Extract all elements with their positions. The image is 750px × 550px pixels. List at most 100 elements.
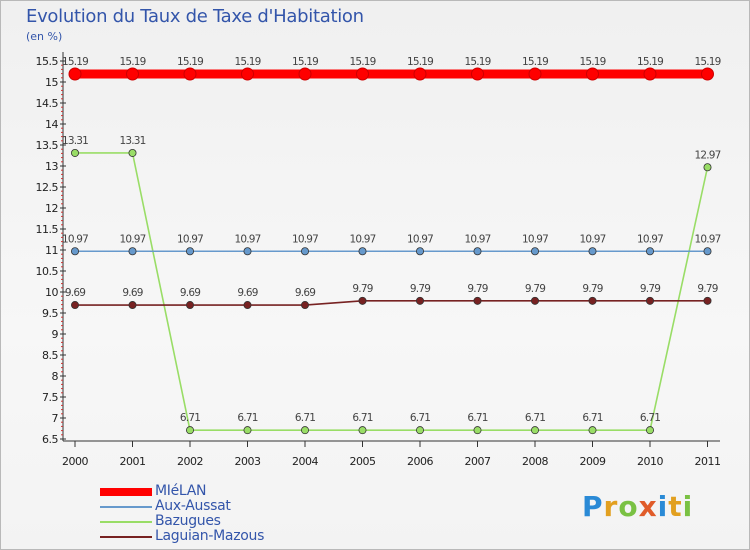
y-tick-label: 9.5: [42, 307, 58, 320]
data-label-laguian-mazous: 9.79: [525, 283, 545, 295]
x-tick-label: 2005: [350, 455, 376, 468]
data-label-laguian-mazous: 9.79: [697, 283, 717, 295]
legend-item-mi-lan: MIéLAN: [100, 484, 264, 499]
x-tick-label: 2000: [62, 455, 88, 468]
data-label-mi-lan: 15.19: [292, 56, 318, 68]
data-point-bazugues: [646, 426, 655, 435]
data-point-bazugues: [243, 426, 252, 435]
x-tick-label: 2002: [177, 455, 203, 468]
data-point-aux-aussat: [128, 247, 137, 256]
data-label-aux-aussat: 10.97: [177, 233, 203, 245]
data-label-mi-lan: 15.19: [119, 56, 145, 68]
legend-item-laguian-mazous: Laguian-Mazous: [100, 529, 264, 544]
x-tick-label: 2008: [522, 455, 548, 468]
y-tick-label: 10.5: [36, 265, 59, 278]
data-point-laguian-mazous: [531, 296, 540, 305]
logo-letter: P: [582, 490, 604, 523]
data-label-bazugues: 6.71: [467, 412, 487, 424]
data-point-mi-lan: [68, 67, 82, 81]
data-label-bazugues: 6.71: [352, 412, 372, 424]
proxiti-logo[interactable]: Proxiti: [582, 490, 693, 523]
y-tick-label: 13: [45, 160, 58, 173]
data-label-aux-aussat: 10.97: [407, 233, 433, 245]
data-point-bazugues: [588, 426, 597, 435]
data-point-aux-aussat: [185, 247, 194, 256]
legend-swatch-bazugues: [100, 520, 152, 523]
data-label-laguian-mazous: 9.79: [410, 283, 430, 295]
data-label-mi-lan: 15.19: [177, 56, 203, 68]
legend-label-laguian-mazous: Laguian-Mazous: [155, 528, 265, 544]
data-point-mi-lan: [413, 67, 427, 81]
data-point-mi-lan: [701, 67, 714, 81]
data-label-mi-lan: 15.19: [349, 56, 375, 68]
data-point-aux-aussat: [703, 247, 712, 256]
y-tick-label: 14: [45, 118, 58, 131]
data-point-laguian-mazous: [300, 301, 309, 310]
data-label-bazugues: 6.71: [410, 412, 430, 424]
data-label-laguian-mazous: 9.69: [65, 287, 85, 299]
data-label-mi-lan: 15.19: [637, 56, 663, 68]
data-point-bazugues: [473, 426, 482, 435]
legend-swatch-aux-aussat: [100, 505, 152, 508]
logo-letter: i: [657, 490, 669, 523]
legend-label-aux-aussat: Aux-Aussat: [155, 498, 231, 514]
y-axis-unit: (en %): [26, 30, 63, 43]
data-label-mi-lan: 15.19: [522, 56, 548, 68]
data-label-bazugues: 13.31: [62, 135, 88, 147]
data-point-laguian-mazous: [358, 296, 367, 305]
data-label-bazugues: 13.31: [119, 135, 145, 147]
logo-letter: r: [603, 490, 619, 523]
data-label-mi-lan: 15.19: [407, 56, 433, 68]
data-point-laguian-mazous: [71, 301, 80, 310]
data-label-aux-aussat: 10.97: [522, 233, 548, 245]
logo-letter: x: [638, 490, 658, 523]
chart-title: Evolution du Taux de Taxe d'Habitation: [26, 6, 364, 27]
data-point-mi-lan: [356, 67, 369, 81]
data-label-aux-aussat: 10.97: [349, 233, 375, 245]
data-point-bazugues: [703, 163, 712, 172]
data-point-bazugues: [300, 426, 309, 435]
data-label-bazugues: 6.71: [582, 412, 602, 424]
y-tick-label: 12: [45, 202, 58, 215]
data-point-bazugues: [71, 148, 80, 157]
series-line-laguian-mazous: [74, 300, 709, 306]
data-label-aux-aussat: 10.97: [637, 233, 663, 245]
x-tick-label: 2006: [407, 455, 433, 468]
logo-letter: t: [668, 490, 683, 523]
x-tick-label: 2009: [580, 455, 606, 468]
data-point-bazugues: [358, 426, 367, 435]
data-point-mi-lan: [298, 67, 312, 81]
legend-item-bazugues: Bazugues: [100, 514, 264, 529]
data-point-laguian-mazous: [185, 301, 194, 310]
data-point-aux-aussat: [358, 247, 367, 256]
data-label-aux-aussat: 10.97: [292, 233, 318, 245]
data-label-aux-aussat: 10.97: [464, 233, 490, 245]
data-label-mi-lan: 15.19: [579, 56, 605, 68]
y-tick-label: 6.5: [42, 433, 58, 446]
data-point-aux-aussat: [531, 247, 540, 256]
x-tick-label: 2010: [637, 455, 663, 468]
data-label-bazugues: 6.71: [237, 412, 257, 424]
y-tick-label: 11: [45, 244, 58, 257]
data-point-laguian-mazous: [415, 296, 424, 305]
data-point-bazugues: [185, 426, 194, 435]
x-tick-label: 2001: [120, 455, 146, 468]
y-tick-label: 9: [52, 328, 59, 341]
data-point-laguian-mazous: [128, 301, 137, 310]
y-tick-label: 8.5: [42, 349, 58, 362]
data-label-laguian-mazous: 9.79: [640, 283, 660, 295]
x-tick-label: 2007: [465, 455, 491, 468]
x-tick-label: 2003: [235, 455, 261, 468]
y-tick-label: 7.5: [42, 391, 58, 404]
data-point-aux-aussat: [473, 247, 482, 256]
y-tick-label: 7: [52, 412, 59, 425]
data-label-mi-lan: 15.19: [62, 56, 88, 68]
x-tick-label: 2004: [292, 455, 318, 468]
data-point-aux-aussat: [243, 247, 252, 256]
data-label-laguian-mazous: 9.79: [467, 283, 487, 295]
y-tick-label: 15: [45, 76, 58, 89]
data-label-laguian-mazous: 9.79: [352, 283, 372, 295]
y-tick-label: 11.5: [36, 223, 59, 236]
